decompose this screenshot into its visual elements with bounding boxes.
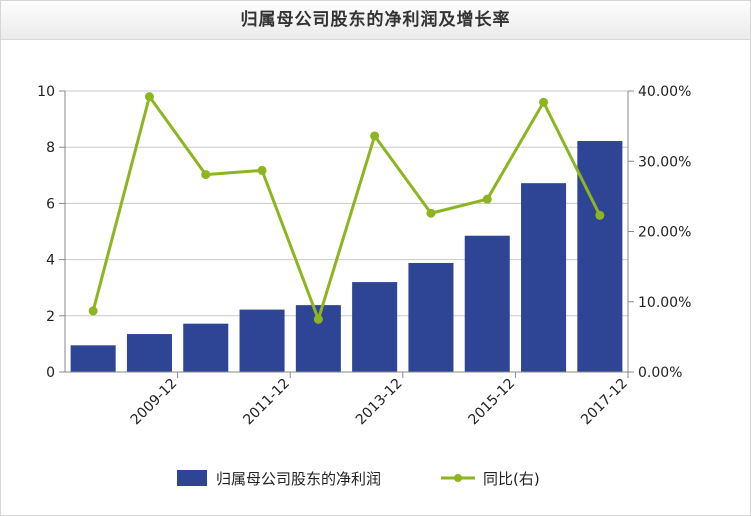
- legend-line-label: 同比(右): [483, 470, 540, 488]
- legend: 归属母公司股东的净利润 同比(右): [177, 470, 540, 488]
- right-tick-label: 0.00%: [638, 365, 682, 381]
- bar-2015-12: [464, 235, 510, 372]
- left-tick-label: 10: [37, 84, 55, 100]
- bar-2016-12: [521, 183, 567, 372]
- left-tick-label: 6: [46, 196, 55, 212]
- left-axis-ticks: 0 2 4 6 8 10: [37, 84, 65, 381]
- x-tick-label: 2009-12: [128, 376, 181, 429]
- right-tick-label: 10.00%: [638, 295, 691, 311]
- growth-point-2015-12: [482, 194, 492, 204]
- right-axis-ticks: 0.00% 10.00% 20.00% 30.00% 40.00%: [628, 84, 691, 381]
- bar-2009-12: [126, 334, 172, 372]
- left-tick-label: 0: [46, 365, 55, 381]
- growth-point-2010-12: [201, 170, 211, 180]
- bar-2011-12: [239, 309, 285, 372]
- x-tick-label: 2015-12: [466, 376, 519, 429]
- x-tick-label: 2017-12: [578, 376, 631, 429]
- legend-bar-label: 归属母公司股东的净利润: [216, 470, 381, 488]
- left-tick-label: 2: [46, 309, 55, 325]
- bar-2013-12: [352, 282, 398, 372]
- growth-point-2009-12: [144, 92, 154, 102]
- left-tick-label: 4: [46, 253, 55, 269]
- bar-2008-12: [70, 345, 116, 372]
- growth-point-2008-12: [88, 306, 98, 316]
- bar-2014-12: [408, 262, 454, 372]
- growth-point-2013-12: [370, 131, 380, 141]
- legend-line-marker: [454, 474, 462, 482]
- legend-bar-swatch: [177, 470, 207, 486]
- growth-point-2012-12: [313, 314, 323, 324]
- bar-2017-12: [577, 141, 623, 372]
- growth-point-2014-12: [426, 208, 436, 218]
- growth-point-2011-12: [257, 165, 267, 175]
- growth-point-2017-12: [595, 210, 605, 220]
- growth-point-2016-12: [539, 97, 549, 107]
- right-tick-label: 40.00%: [638, 84, 691, 100]
- chart-title: 归属母公司股东的净利润及增长率: [1, 1, 750, 40]
- x-tick-label: 2013-12: [353, 376, 406, 429]
- bar-2010-12: [183, 323, 229, 372]
- x-tick-label: 2011-12: [240, 376, 293, 429]
- right-tick-label: 30.00%: [638, 154, 691, 170]
- left-tick-label: 8: [46, 140, 55, 156]
- line-series: [88, 92, 605, 324]
- right-tick-label: 20.00%: [638, 225, 691, 241]
- growth-line: [91, 95, 602, 321]
- x-axis-ticks: 2009-12 2011-12 2013-12 2015-12 2017-12: [128, 372, 631, 428]
